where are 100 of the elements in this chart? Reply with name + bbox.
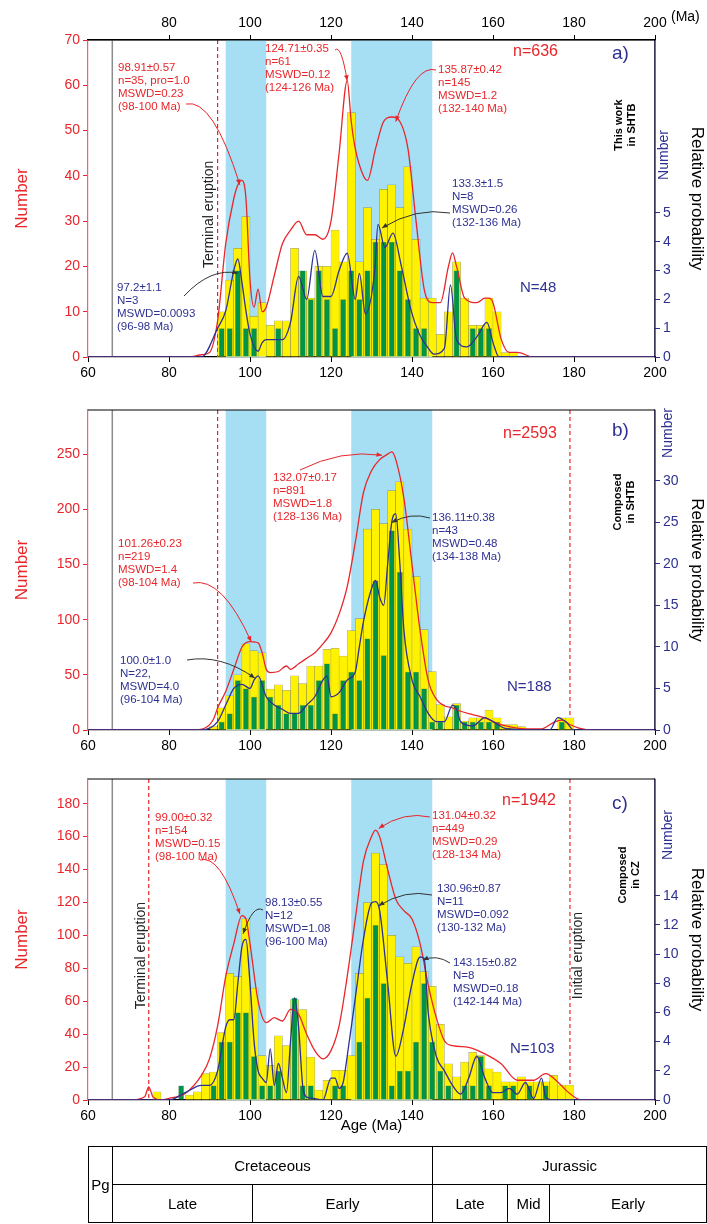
annotation: c) <box>612 791 628 813</box>
y2-tick-label: 5 <box>663 679 671 696</box>
annotation: This work in SHTB <box>611 98 637 151</box>
y-tick-label: 60 <box>64 992 81 1009</box>
x-tick-label: 180 <box>562 364 586 381</box>
y-tick-label: 70 <box>64 30 81 47</box>
annotation: 101.26±0.23 n=219 MSWD=1.4 (98-104 Ma) <box>118 536 182 588</box>
annotation: n=2593 <box>503 424 557 442</box>
annotation: N=103 <box>510 1038 555 1056</box>
y2-tick-label: 6 <box>663 1003 671 1020</box>
y-tick-label: 150 <box>56 555 81 572</box>
annotation: N=188 <box>507 676 552 694</box>
x-tick-label: 80 <box>161 364 177 381</box>
annotation: n=1942 <box>502 791 556 809</box>
annotation: Composed in CZ <box>615 846 641 904</box>
y2-tick-label: 2 <box>663 1061 671 1078</box>
text: Early <box>252 1184 433 1223</box>
y2-tick-label: 1 <box>663 319 671 336</box>
y2-tick-label: 25 <box>663 513 679 530</box>
text: Late <box>112 1184 253 1223</box>
ref-line-label: Terminal eruption <box>131 901 148 1010</box>
x-tick-label: 160 <box>481 1107 505 1124</box>
x-tick-label: 140 <box>400 737 424 754</box>
y-tick-label: 60 <box>64 76 81 93</box>
y-tick-label: 120 <box>56 893 81 910</box>
text: Number <box>658 407 675 458</box>
annotation: 143.15±0.82 N=8 MSWD=0.18 (142-144 Ma) <box>453 955 523 1007</box>
x-tick-label: 180 <box>562 1107 586 1124</box>
y2-tick-label: 4 <box>663 232 671 249</box>
y-tick-label: 20 <box>64 1057 81 1074</box>
y-tick-label: 0 <box>72 347 81 364</box>
y2-tick-label: 3 <box>663 261 671 278</box>
text: Number <box>658 809 675 860</box>
y2-tick-label: 10 <box>663 637 679 654</box>
y2-tick-label: 14 <box>663 886 679 903</box>
annotation: b) <box>612 418 629 440</box>
annotation: Number <box>654 129 671 180</box>
text: Cretaceous <box>112 1146 433 1185</box>
x-tick-label: 80 <box>161 1107 177 1124</box>
y2-axis-title: Relative probability <box>688 498 707 643</box>
y2-tick-label: 2 <box>663 290 671 307</box>
y2-axis-title: Relative probability <box>688 867 707 1012</box>
x-tick-label: 120 <box>319 737 343 754</box>
y-axis-title: Number <box>11 539 31 601</box>
annotation: 133.3±1.5 N=8 MSWD=0.26 (132-136 Ma) <box>452 176 522 228</box>
y-tick-label: 160 <box>56 827 81 844</box>
x2-tick-label: 100 <box>238 14 262 31</box>
x-tick-label: 120 <box>319 364 343 381</box>
annotation: 97.2±1.1 N=3 MSWD=0.0093 (96-98 Ma) <box>117 280 196 332</box>
annotation: 131.04±0.32 n=449 MSWD=0.29 (128-134 Ma) <box>432 808 502 860</box>
y2-tick-label: 15 <box>663 596 679 613</box>
y2-tick-label: 0 <box>663 720 671 737</box>
y-axis-title: Number <box>11 167 31 229</box>
x2-tick-label: 180 <box>562 14 586 31</box>
text: Jurassic <box>432 1146 707 1185</box>
annotation: Composed in SHTB <box>610 473 636 531</box>
x-tick-label: 140 <box>400 364 424 381</box>
y-tick-label: 10 <box>64 302 81 319</box>
annotation: n=636 <box>513 42 559 60</box>
annotation: 124.71±0.35 n=61 MSWD=0.12 (124-126 Ma) <box>265 41 335 93</box>
annotation: 132.07±0.17 n=891 MSWD=1.8 (128-136 Ma) <box>273 470 343 522</box>
y-tick-label: 0 <box>72 720 81 737</box>
x-tick-label: 100 <box>238 364 262 381</box>
y-tick-label: 50 <box>64 665 81 682</box>
text: Late <box>432 1184 508 1223</box>
x-tick-label: 120 <box>319 1107 343 1124</box>
annotation: 98.91±0.57 n=35, pro=1.0 MSWD=0.23 (98-100 Ma) <box>118 60 190 112</box>
annotation: 100.0±1.0 N=22, MSWD=4.0 (96-104 Ma) <box>120 653 183 705</box>
x-tick-label: 160 <box>481 364 505 381</box>
annotation: N=48 <box>520 277 557 295</box>
x2-tick-label: 200 <box>643 14 667 31</box>
y2-tick-label: 20 <box>663 554 679 571</box>
y-tick-label: 30 <box>64 212 81 228</box>
y-tick-label: 140 <box>56 860 81 877</box>
y-tick-label: 100 <box>56 926 81 943</box>
x2-axis-title: (Ma) <box>671 7 700 24</box>
y-tick-label: 80 <box>64 959 81 976</box>
x-tick-label: 200 <box>643 364 667 381</box>
y2-tick-label: 30 <box>663 471 679 488</box>
y2-tick-label: 0 <box>663 1090 671 1107</box>
y-axis-title: Number <box>11 908 31 970</box>
y-tick-label: 250 <box>56 445 81 461</box>
x2-tick-label: 80 <box>161 14 177 31</box>
y-tick-label: 0 <box>72 1090 81 1107</box>
x-tick-label: 200 <box>643 1107 667 1124</box>
y-tick-label: 40 <box>64 1025 81 1042</box>
text: Early <box>549 1184 707 1223</box>
x-tick-label: 80 <box>161 737 177 754</box>
x-tick-label: 160 <box>481 737 505 754</box>
y2-tick-label: 12 <box>663 915 679 932</box>
y2-tick-label: 8 <box>663 974 671 991</box>
x-tick-label: 180 <box>562 737 586 754</box>
y2-tick-label: 4 <box>663 1032 671 1049</box>
x2-tick-label: 160 <box>481 14 505 31</box>
x-tick-label: 100 <box>238 1107 262 1124</box>
ref-line-label: Terminal eruption <box>200 160 217 269</box>
annotation: a) <box>612 41 629 63</box>
y-tick-label: 100 <box>56 610 81 627</box>
y-tick-label: 180 <box>56 794 81 811</box>
annotation: 136.11±0.38 n=43 MSWD=0.48 (134-138 Ma) <box>432 510 502 562</box>
